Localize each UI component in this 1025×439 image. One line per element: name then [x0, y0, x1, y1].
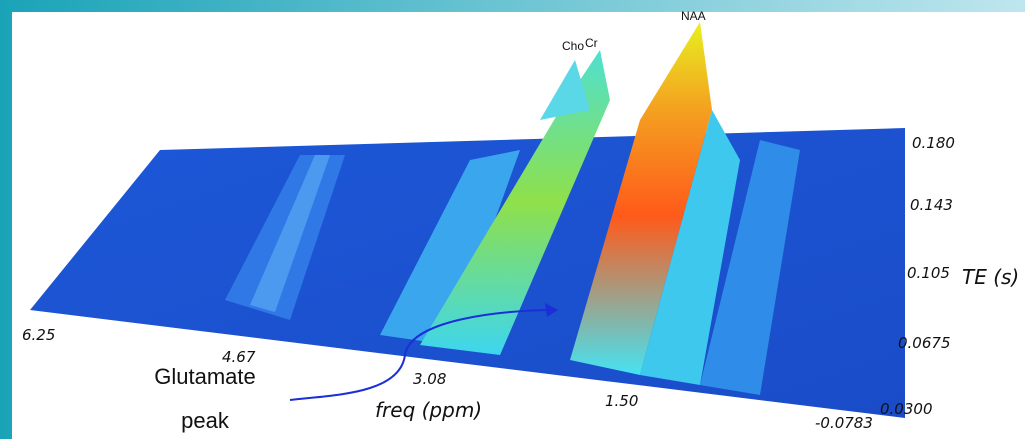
y-tick-label: 0.0675: [898, 334, 951, 352]
arrow: [289, 309, 556, 401]
x-tick-label: 1.50: [605, 392, 638, 410]
peak-label: Cr: [585, 36, 598, 50]
annotation: Glutamate: [154, 364, 256, 389]
y-axis-label: TE (s): [962, 265, 1019, 289]
y-tick-label: 0.180: [912, 134, 955, 152]
x-tick-label: -0.0783: [815, 414, 873, 432]
surface: [30, 22, 905, 418]
arrowhead: [545, 303, 558, 317]
y-tick-label: 0.105: [907, 264, 950, 282]
y-tick-label: 0.0300: [880, 400, 933, 418]
y-tick-label: 0.143: [910, 196, 953, 214]
annotation: peak: [181, 408, 230, 433]
x-axis-label: freq (ppm): [375, 398, 482, 422]
peak-label: NAA: [681, 9, 706, 23]
peak-label: Cho: [562, 39, 584, 53]
x-tick-label: 3.08: [413, 370, 446, 388]
x-tick-label: 6.25: [22, 326, 55, 344]
x-tick-label: 4.67: [222, 348, 256, 366]
